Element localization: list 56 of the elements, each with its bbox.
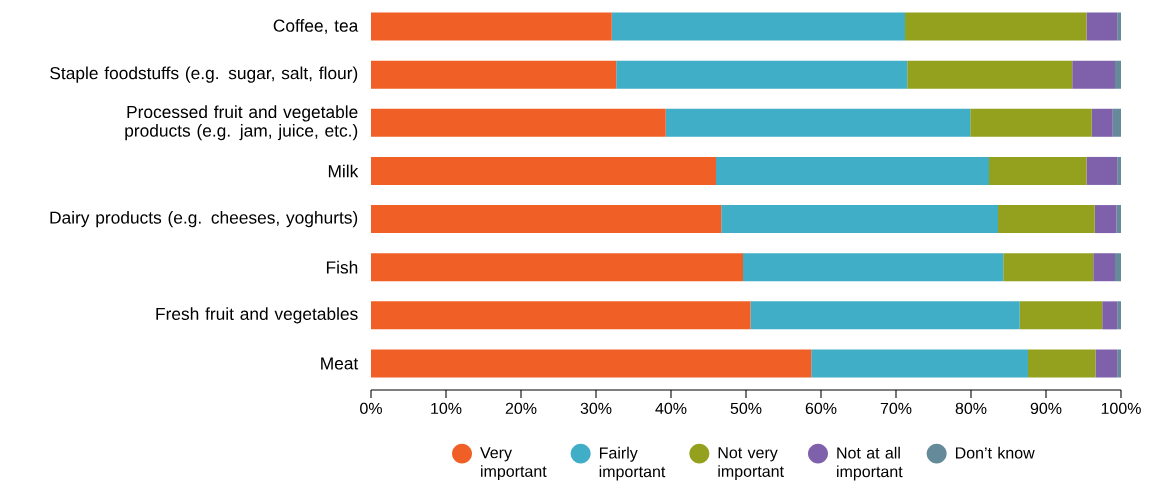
- x-tick-label: 90%: [1030, 402, 1062, 415]
- bar: [611, 12, 905, 41]
- bar: [1102, 301, 1118, 330]
- legend-label: Fairly important: [599, 446, 666, 481]
- y-tick-label: Dairy products (e.g. cheeses, yoghurts): [50, 210, 358, 228]
- bar: [907, 60, 1073, 89]
- bar: [1095, 349, 1118, 378]
- bar: [989, 156, 1087, 185]
- bar: [371, 253, 743, 282]
- y-tick-label: Fresh fruit and vegetables: [156, 307, 358, 324]
- x-tick-label: 0%: [360, 402, 382, 415]
- bar: [1094, 205, 1117, 234]
- bar: [371, 205, 722, 234]
- y-tick-label: Meat: [321, 357, 359, 370]
- bar: [750, 301, 1020, 330]
- bar: [371, 60, 617, 89]
- bar: [970, 108, 1092, 137]
- y-tick-label: Milk: [328, 164, 359, 178]
- x-tick-label: 10%: [431, 402, 462, 415]
- y-tick-label: Processed fruit and vegetable products (e.g. jam, juice, etc.): [125, 105, 358, 141]
- bar: [371, 156, 716, 185]
- bar: [998, 205, 1095, 234]
- x-tick-label: 30%: [580, 402, 612, 415]
- bar: [1091, 108, 1113, 137]
- x-tick-label: 70%: [880, 402, 912, 415]
- y-tick-label: Fish: [326, 260, 358, 274]
- x-tick-label: 60%: [805, 402, 837, 415]
- bar: [716, 156, 989, 185]
- bar: [1086, 156, 1118, 185]
- bar: [371, 301, 751, 330]
- bar: [905, 12, 1087, 41]
- bar: [1086, 12, 1118, 41]
- bar: [665, 108, 971, 137]
- bar: [1072, 60, 1115, 89]
- bar: [371, 12, 612, 41]
- bar: [1028, 349, 1096, 378]
- x-tick-label: 50%: [730, 402, 762, 415]
- legend-label: Don’t know: [955, 446, 1035, 459]
- legend-label: Very important: [480, 447, 547, 481]
- x-tick-label: 20%: [505, 402, 537, 415]
- bar: [616, 60, 908, 89]
- legend-label: Not at all important: [837, 446, 903, 481]
- bar: [1019, 301, 1103, 330]
- bar: [811, 349, 1028, 378]
- bar: [721, 205, 998, 234]
- x-tick-label: 80%: [955, 402, 987, 415]
- bar: [371, 108, 666, 137]
- bar: [1003, 253, 1094, 282]
- x-tick-label: 40%: [655, 402, 687, 415]
- bar: [371, 349, 812, 378]
- bar: [1093, 253, 1115, 282]
- y-tick-label: Coffee, tea: [273, 19, 359, 34]
- bar: [743, 253, 1004, 282]
- y-tick-label: Staple foodstuffs (e.g. sugar, salt, flour): [50, 66, 358, 83]
- x-tick-label: 100%: [1101, 402, 1141, 415]
- legend-label: Not very important: [718, 447, 784, 481]
